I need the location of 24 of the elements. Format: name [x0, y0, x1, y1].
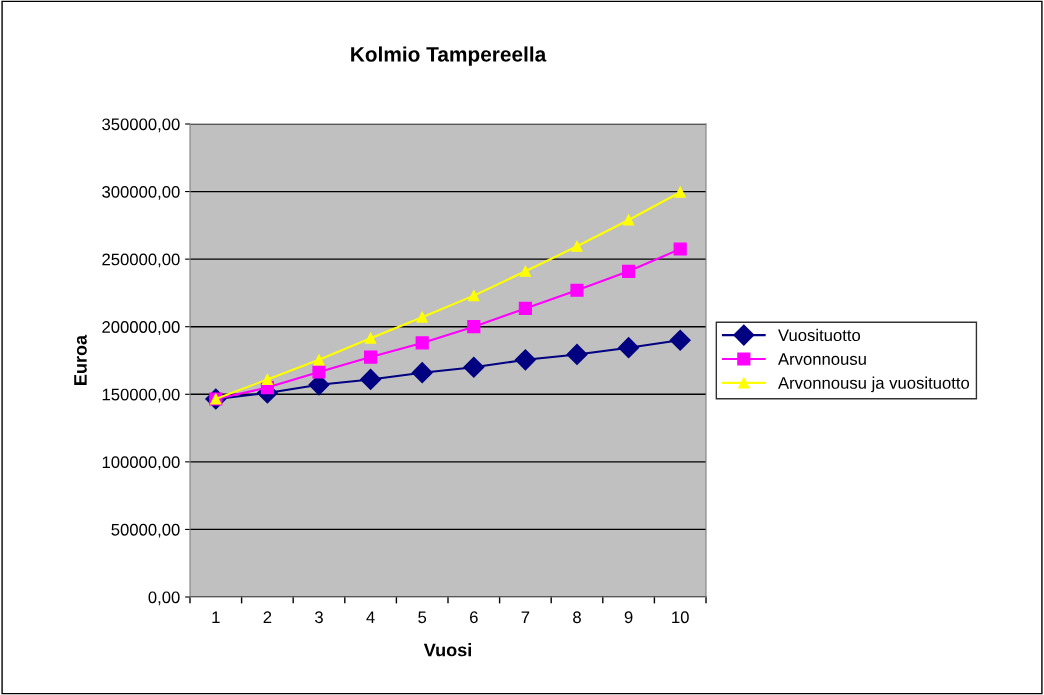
- x-tick-label: 1: [212, 611, 220, 623]
- x-axis-title: Vuosi: [423, 643, 471, 657]
- y-tick-label: 300000,00: [102, 185, 180, 200]
- x-tick-label: 4: [366, 611, 375, 623]
- y-tick-label: 200000,00: [102, 321, 180, 335]
- x-tick-label: 2: [263, 611, 272, 623]
- y-tick-label: 100000,00: [102, 456, 180, 471]
- x-tick-label: 9: [624, 611, 633, 624]
- y-tick-label: 0,00: [148, 591, 180, 606]
- legend-label: Arvonnousu: [778, 353, 866, 365]
- y-tick-label: 150000,00: [102, 388, 180, 403]
- legend-label: Vuosituotto: [778, 328, 861, 342]
- y-tick-label: 50000,00: [111, 523, 180, 538]
- chart-title: Kolmio Tampereella: [351, 46, 547, 66]
- y-axis-title: Euroa: [74, 334, 87, 385]
- x-tick-label: 7: [521, 611, 530, 623]
- x-tick-label: 6: [470, 611, 478, 624]
- x-tick-label: 3: [315, 611, 323, 624]
- y-tick-label: 250000,00: [102, 253, 180, 268]
- legend-label: Arvonnousu ja vuosituotto: [778, 376, 970, 393]
- x-tick-label: 8: [573, 611, 581, 624]
- x-tick-label: 10: [672, 611, 689, 624]
- y-tick-label: 350000,00: [102, 118, 180, 133]
- x-tick-label: 5: [418, 611, 427, 624]
